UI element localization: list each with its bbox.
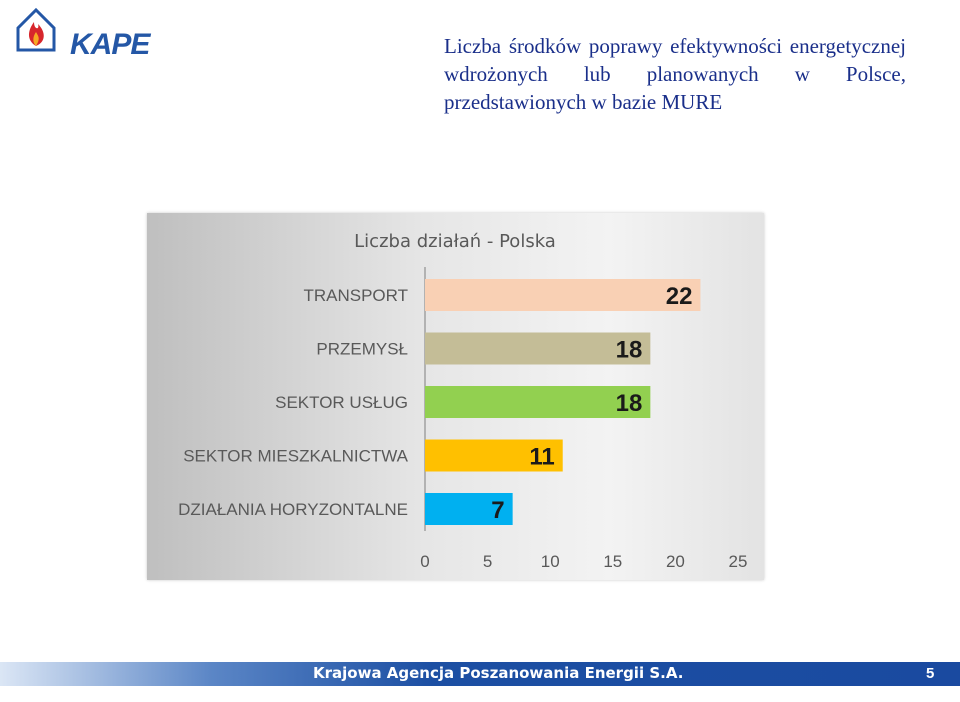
bar <box>425 439 563 472</box>
kape-logo: KAPE <box>10 6 170 62</box>
data-label: 7 <box>491 497 504 524</box>
data-label: 18 <box>616 337 643 364</box>
data-label: 11 <box>529 444 554 471</box>
bar <box>425 332 651 365</box>
x-tick-label: 25 <box>729 552 748 571</box>
data-label: 18 <box>616 390 643 417</box>
kape-flame-icon <box>16 7 56 52</box>
chart-title: Liczba działań - Polska <box>354 231 556 252</box>
category-label: TRANSPORT <box>303 286 408 305</box>
x-tick-label: 5 <box>483 552 492 571</box>
x-tick-label: 10 <box>541 552 560 571</box>
logo-text: KAPE <box>70 28 150 61</box>
bar <box>425 493 513 525</box>
bar-chart: Liczba działań - Polska TRANSPORT 22 PRZEMY… <box>178 231 748 571</box>
page-number: 5 <box>926 665 935 682</box>
footer-organization: Krajowa Agencja Poszanowania Energii S.A… <box>313 664 684 682</box>
category-label: DZIAŁANIA HORYZONTALNE <box>178 500 408 519</box>
x-tick-label: 15 <box>603 552 622 571</box>
footer-bar: Krajowa Agencja Poszanowania Energii S.A… <box>0 662 960 686</box>
bar <box>425 279 701 311</box>
category-label: SEKTOR MIESZKALNICTWA <box>183 447 408 466</box>
category-label: PRZEMYSŁ <box>316 340 408 359</box>
chart-container: Liczba działań - Polska TRANSPORT 22 PRZEMY… <box>147 213 764 580</box>
x-tick-label: 0 <box>420 552 429 571</box>
slide-title: Liczba środków poprawy efektywności ener… <box>444 34 906 114</box>
data-label: 22 <box>666 283 693 310</box>
x-tick-label: 20 <box>666 552 685 571</box>
category-label: SEKTOR USŁUG <box>275 393 408 412</box>
bar <box>425 386 651 418</box>
